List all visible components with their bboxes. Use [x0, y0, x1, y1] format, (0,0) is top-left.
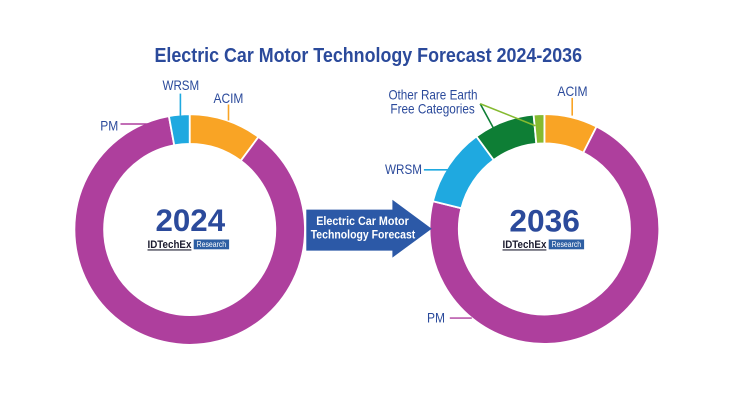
svg-text:ACIM: ACIM [214, 90, 244, 106]
svg-text:Other Rare Earth: Other Rare Earth [388, 86, 477, 102]
svg-text:WRSM: WRSM [385, 161, 422, 177]
svg-text:2036: 2036 [509, 203, 580, 239]
svg-text:PM: PM [100, 117, 118, 133]
svg-text:IDTechEx: IDTechEx [503, 239, 547, 251]
svg-text:IDTechEx: IDTechEx [148, 239, 192, 251]
svg-text:ACIM: ACIM [557, 83, 587, 99]
svg-text:WRSM: WRSM [163, 77, 200, 93]
svg-text:Electric Car Motor Technology: Electric Car Motor Technology Forecast 2… [155, 44, 583, 67]
svg-text:Research: Research [552, 240, 582, 249]
svg-text:PM: PM [427, 310, 445, 326]
svg-text:2024: 2024 [156, 202, 226, 238]
svg-text:Research: Research [197, 240, 227, 249]
svg-text:Technology Forecast: Technology Forecast [311, 227, 416, 241]
svg-text:Free Categories: Free Categories [390, 100, 474, 116]
svg-text:Electric Car Motor: Electric Car Motor [316, 214, 409, 228]
